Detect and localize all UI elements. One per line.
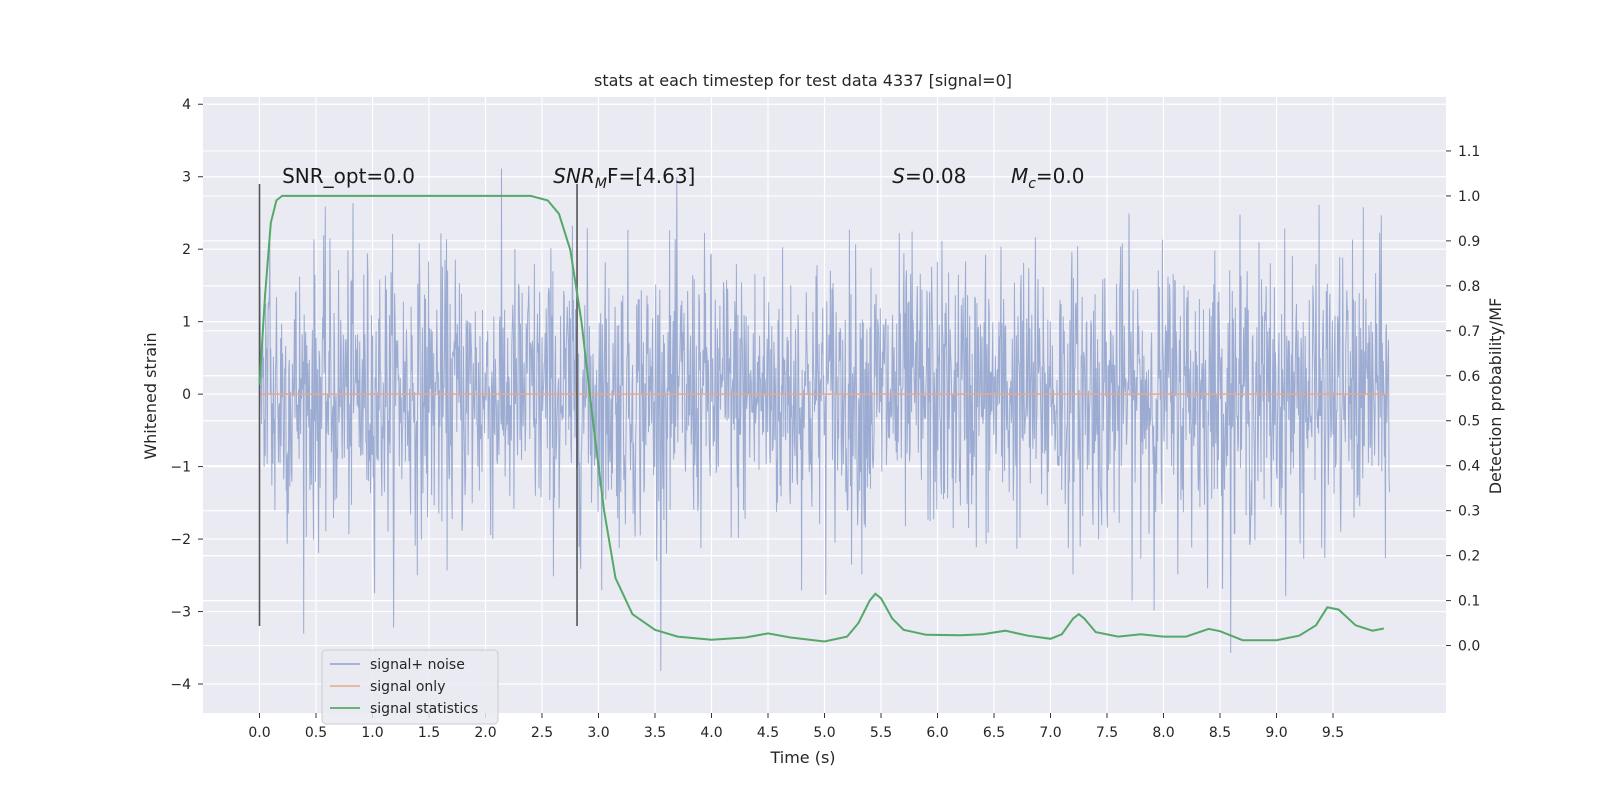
x-tick-label: 2.0 [474, 725, 496, 741]
x-tick-label: 1.0 [361, 725, 383, 741]
y-axis-title: Whitened strain [141, 332, 160, 459]
x-tick-label: 6.5 [983, 725, 1005, 741]
signal-statistics-series [258, 194, 1384, 643]
x-tick-label: 4.5 [757, 725, 779, 741]
x-tick-label: 4.0 [700, 725, 722, 741]
y2-tick-label: 0.0 [1458, 639, 1480, 655]
y-axis-ticks: −4 −3 −2 −1 0 1 2 3 4 [170, 97, 203, 693]
legend-label-stats: signal statistics [370, 701, 478, 717]
y2-axis-title: Detection probability/MF [1486, 298, 1505, 495]
signal-statistics-line [258, 194, 1384, 643]
y2-tick-label: 0.7 [1458, 324, 1480, 340]
y-tick-label: 0 [182, 387, 191, 403]
y2-tick-label: 1.1 [1458, 144, 1480, 160]
y2-tick-label: 0.1 [1458, 594, 1480, 610]
x-tick-label: 5.0 [813, 725, 835, 741]
x-tick-label: 3.5 [644, 725, 666, 741]
y2-tick-label: 1.0 [1458, 189, 1480, 205]
x-tick-label: 0.5 [305, 725, 327, 741]
legend-label-signal: signal only [370, 679, 445, 695]
y-tick-label: 1 [182, 315, 191, 331]
signal-noise-line [259, 168, 1390, 672]
signal-noise-series [259, 168, 1390, 672]
legend-box [321, 649, 499, 725]
annotation-snr-mf: SNRMF=[4.63] [553, 164, 695, 192]
y-tick-label: 4 [182, 97, 191, 113]
x-tick-label: 6.0 [926, 725, 948, 741]
legend: signal+ noise signal only signal statist… [321, 649, 499, 725]
y-tick-label: −4 [170, 677, 191, 693]
x-axis-title: Time (s) [769, 748, 835, 767]
x-axis-ticks: 0.0 0.5 1.0 1.5 2.0 2.5 3.0 3.5 4.0 4.5 5.0 5.5 6.0 6… [248, 713, 1344, 741]
y-tick-label: −3 [170, 605, 191, 621]
y2-tick-label: 0.9 [1458, 234, 1480, 250]
annotation-snr-opt: SNR_opt=0.0 [282, 164, 415, 188]
y2-tick-label: 0.5 [1458, 414, 1480, 430]
chart-title: stats at each timestep for test data 433… [594, 71, 1012, 90]
x-tick-label: 5.5 [870, 725, 892, 741]
x-tick-label: 9.0 [1265, 725, 1287, 741]
x-tick-label: 0.0 [248, 725, 270, 741]
y-tick-label: −1 [170, 460, 191, 476]
y2-tick-label: 0.4 [1458, 459, 1480, 475]
x-tick-label: 8.0 [1152, 725, 1174, 741]
y2-axis-ticks: 0.0 0.1 0.2 0.3 0.4 0.5 0.6 0.7 0.8 0.9 1.0 1.1 [1446, 144, 1480, 655]
y-tick-label: 2 [182, 242, 191, 258]
annotations: SNR_opt=0.0 SNRMF=[4.63] S=0.08 Mc=0.0 [282, 164, 1084, 192]
y2-tick-label: 0.6 [1458, 369, 1480, 385]
annotation-mc-stat: Mc=0.0 [1011, 164, 1085, 192]
x-tick-label: 1.5 [418, 725, 440, 741]
legend-label-noise: signal+ noise [370, 657, 465, 673]
x-tick-label: 3.0 [587, 725, 609, 741]
x-tick-label: 7.5 [1096, 725, 1118, 741]
y2-tick-label: 0.8 [1458, 279, 1480, 295]
x-tick-label: 8.5 [1209, 725, 1231, 741]
y2-tick-label: 0.3 [1458, 504, 1480, 520]
y-tick-label: 3 [182, 170, 191, 186]
y-tick-label: −2 [170, 532, 191, 548]
x-tick-label: 2.5 [531, 725, 553, 741]
y2-tick-label: 0.2 [1458, 549, 1480, 565]
vertical-markers [258, 183, 578, 627]
x-tick-label: 7.0 [1039, 725, 1061, 741]
x-tick-label: 9.5 [1322, 725, 1344, 741]
annotation-s-stat: S=0.08 [892, 164, 966, 188]
